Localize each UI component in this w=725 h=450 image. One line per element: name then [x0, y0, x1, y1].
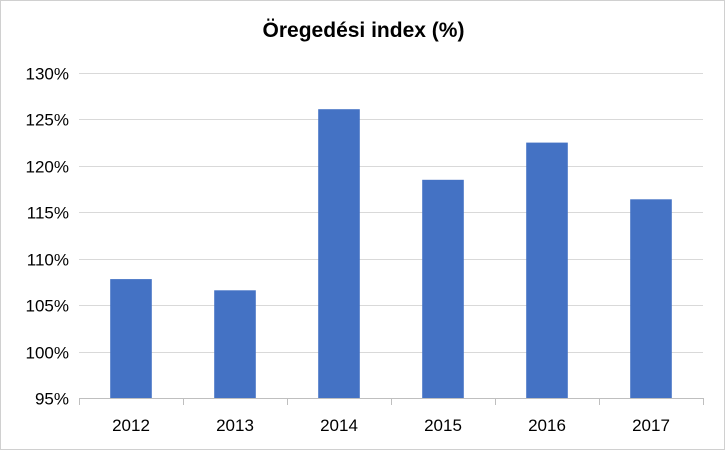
chart-title: Öregedési index (%)	[262, 19, 465, 42]
x-tick-label-2014: 2014	[320, 416, 358, 435]
x-tick-label-2015: 2015	[424, 416, 462, 435]
y-tick-label-4: 115%	[27, 204, 69, 223]
y-tick-label-0: 95%	[35, 390, 69, 409]
y-tick-label-2: 105%	[26, 297, 69, 316]
x-tick-label-2013: 2013	[216, 416, 254, 435]
bar-2013	[214, 290, 256, 398]
bar-2016	[526, 142, 568, 398]
y-tick-label-1: 100%	[26, 344, 69, 363]
bar-2015	[422, 179, 464, 398]
y-tick-label-5: 120%	[26, 158, 69, 177]
bar-2017	[630, 199, 672, 398]
y-tick-label-7: 130%	[26, 65, 69, 84]
x-tick-label-2012: 2012	[112, 416, 150, 435]
x-tick-label-2017: 2017	[632, 416, 670, 435]
x-tick-label-2016: 2016	[528, 416, 566, 435]
y-tick-label-3: 110%	[27, 251, 69, 270]
bar-2014	[318, 109, 360, 398]
y-tick-label-6: 125%	[26, 111, 69, 130]
bar-2012	[110, 279, 152, 398]
